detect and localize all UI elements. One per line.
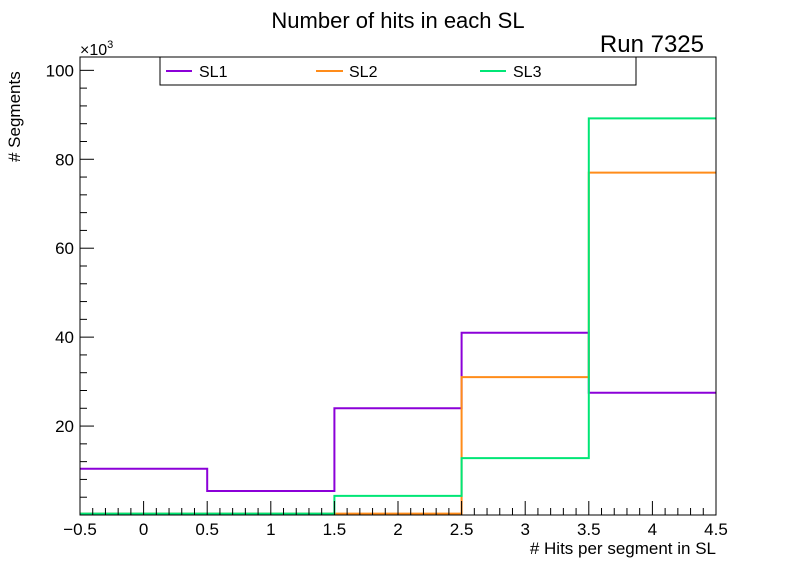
series-layer xyxy=(80,117,716,515)
y-tick-label: 60 xyxy=(55,239,74,258)
y-tick-label: 100 xyxy=(46,61,74,80)
legend-box xyxy=(159,56,637,86)
y-exponent-base: ×10 xyxy=(80,42,107,59)
legend-label-sl2: SL2 xyxy=(349,64,378,81)
x-tick-label: 0.5 xyxy=(195,520,219,539)
chart-title: Number of hits in each SL xyxy=(271,8,524,33)
run-label: Run 7325 xyxy=(600,31,704,58)
y-tick-label: 80 xyxy=(55,150,74,169)
x-tick-label: 3 xyxy=(520,520,529,539)
series-line-sl3 xyxy=(80,117,716,515)
x-tick-label: 4 xyxy=(648,520,657,539)
legend: SL1 SL2 SL3 xyxy=(159,56,637,86)
x-tick-label: 2 xyxy=(393,520,402,539)
tick-layer: −0.5 0 0.5 1 1.5 2 2.5 3 3.5 4 4.5 20 40 60 80 100 xyxy=(46,61,728,539)
y-tick-label: 40 xyxy=(55,328,74,347)
y-tick-label: 20 xyxy=(55,417,74,436)
x-tick-label: 4.5 xyxy=(704,520,728,539)
legend-label-sl1: SL1 xyxy=(199,64,228,81)
x-tick-label: 1 xyxy=(266,520,275,539)
x-tick-label: −0.5 xyxy=(63,520,97,539)
x-tick-label: 0 xyxy=(139,520,148,539)
x-tick-label: 3.5 xyxy=(577,520,601,539)
y-exponent: ×103 xyxy=(80,39,113,59)
y-axis-label: # Segments xyxy=(5,71,24,162)
y-exponent-power: 3 xyxy=(107,39,113,51)
x-tick-label: 1.5 xyxy=(323,520,347,539)
x-axis-label: # Hits per segment in SL xyxy=(530,539,716,558)
legend-label-sl3: SL3 xyxy=(513,64,542,81)
x-tick-label: 2.5 xyxy=(450,520,474,539)
